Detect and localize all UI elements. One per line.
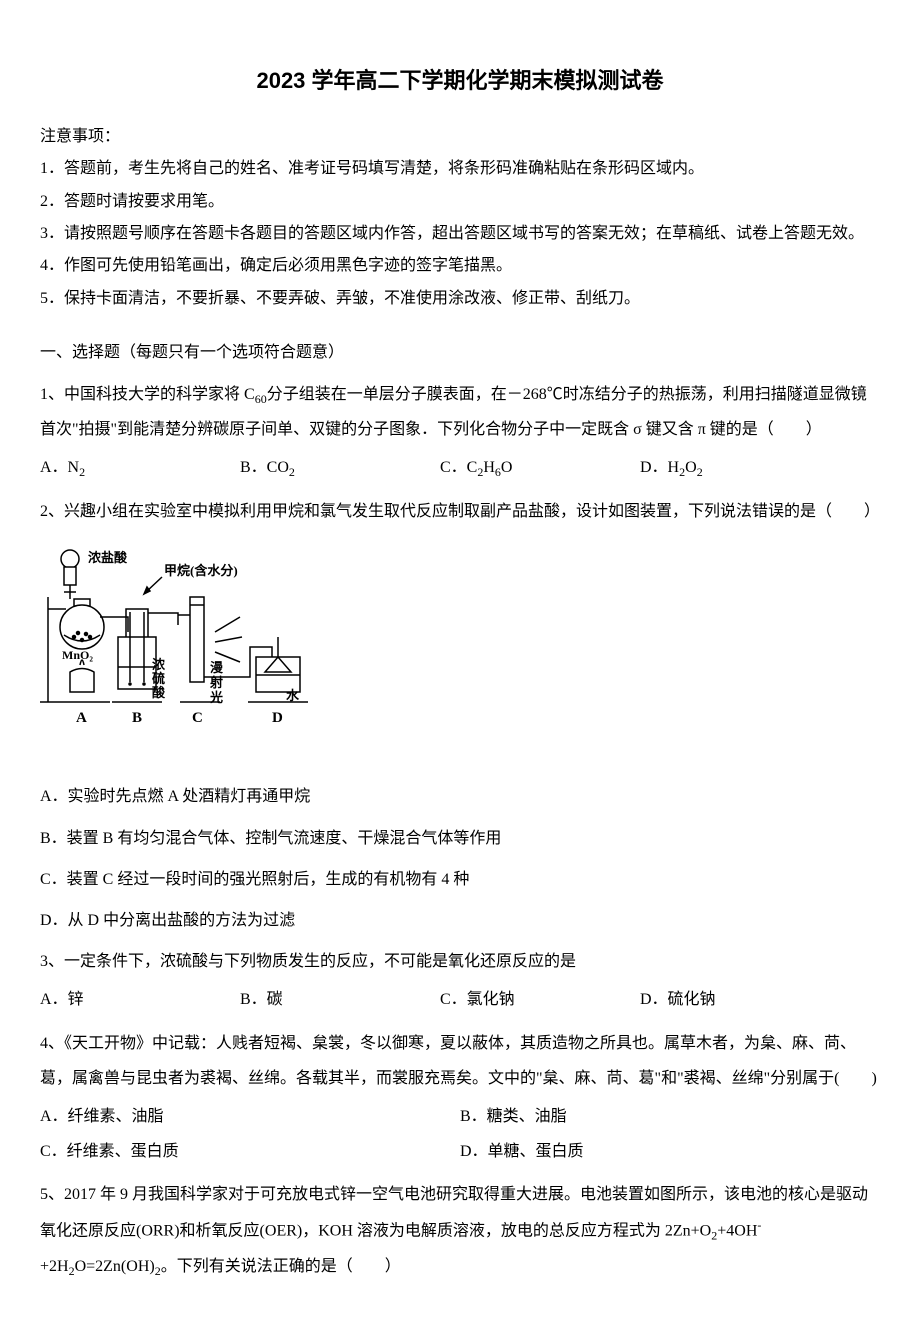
label-C: C [192, 710, 203, 726]
section-1-header: 一、选择题（每题只有一个选项符合题意） [40, 338, 880, 368]
label-light-1: 漫 [210, 660, 223, 675]
page-title: 2023 学年高二下学期化学期末模拟测试卷 [40, 60, 880, 102]
q4-option-a: A．纤维素、油脂 [40, 1102, 460, 1132]
q5-text-5: 。下列有关说法正确的是（ ） [161, 1258, 401, 1275]
q1-opt-d-sub2: 2 [697, 465, 703, 479]
label-mno2: MnO₂ [62, 648, 93, 662]
q1-sub-1: 60 [255, 392, 267, 406]
notice-item-4: 4．作图可先使用铅笔画出，确定后必须用黑色字迹的签字笔描黑。 [40, 251, 880, 281]
q3-option-a: A．锌 [40, 985, 240, 1015]
question-1-options: A．N2 B．CO2 C．C2H6O D．H2O2 [40, 453, 880, 484]
q2-option-b: B．装置 B 有均匀混合气体、控制气流速度、干燥混合气体等作用 [40, 821, 880, 856]
q3-option-d: D．硫化钠 [640, 985, 840, 1015]
label-hcl: 浓盐酸 [88, 550, 128, 565]
question-4-options: A．纤维素、油脂 B．糖类、油脂 C．纤维素、蛋白质 D．单糖、蛋白质 [40, 1102, 880, 1171]
question-5: 5、2017 年 9 月我国科学家对于可充放电式锌一空气电池研究取得重大进展。电… [40, 1177, 880, 1285]
label-h2so4-1: 浓 [152, 657, 166, 672]
q1-text-1: 1、中国科技大学的科学家将 C [40, 386, 255, 403]
q4-option-c: C．纤维素、蛋白质 [40, 1137, 460, 1167]
notice-header: 注意事项： [40, 122, 880, 152]
label-D: D [272, 710, 283, 726]
q1-option-d: D．H2O2 [640, 453, 840, 484]
q3-option-c: C．氯化钠 [440, 985, 640, 1015]
notice-item-3: 3．请按照题号顺序在答题卡各题目的答题区域内作答，超出答题区域书写的答案无效；在… [40, 219, 880, 249]
label-B: B [132, 710, 142, 726]
q5-text-4: O=2Zn(OH) [75, 1258, 155, 1275]
q1-option-c: C．C2H6O [440, 453, 640, 484]
q1-option-b: B．CO2 [240, 453, 440, 484]
q1-opt-a-label: A．N [40, 459, 79, 476]
q5-text-2: +4OH [717, 1222, 757, 1239]
q1-opt-b-sub: 2 [289, 465, 295, 479]
label-h2so4-2: 硫 [152, 671, 165, 686]
q1-opt-a-sub: 2 [79, 465, 85, 479]
q1-opt-b-label: B．CO [240, 459, 289, 476]
apparatus-diagram: 浓盐酸 甲烷(含水分) MnO₂ 浓 硫 酸 漫 射 光 水 A B C D [40, 537, 320, 767]
q2-option-c: C．装置 C 经过一段时间的强光照射后，生成的有机物有 4 种 [40, 862, 880, 897]
q4-option-b: B．糖类、油脂 [460, 1102, 880, 1132]
q1-opt-d-mid: O [685, 459, 697, 476]
q5-sup-1: - [757, 1218, 761, 1232]
notice-item-5: 5．保持卡面清洁，不要折暴、不要弄破、弄皱，不准使用涂改液、修正带、刮纸刀。 [40, 284, 880, 314]
label-water: 水 [286, 688, 300, 703]
q5-text-3: +2H [40, 1258, 69, 1275]
q1-opt-c-end: O [501, 459, 513, 476]
q2-option-d: D．从 D 中分离出盐酸的方法为过滤 [40, 903, 880, 938]
q1-opt-c-label: C．C [440, 459, 477, 476]
label-h2so4-3: 酸 [152, 685, 166, 700]
q4-option-d: D．单糖、蛋白质 [460, 1137, 880, 1167]
question-4: 4、《天工开物》中记载：人贱者短褐、枲裳，冬以御寒，夏以蔽体，其质造物之所具也。… [40, 1026, 880, 1096]
q3-option-b: B．碳 [240, 985, 440, 1015]
q2-figure: 浓盐酸 甲烷(含水分) MnO₂ 浓 硫 酸 漫 射 光 水 A B C D [40, 537, 880, 767]
notice-item-1: 1．答题前，考生先将自己的姓名、准考证号码填写清楚，将条形码准确粘贴在条形码区域… [40, 154, 880, 184]
label-light-2: 射 [209, 675, 223, 690]
question-2: 2、兴趣小组在实验室中模拟利用甲烷和氯气发生取代反应制取副产品盐酸，设计如图装置… [40, 494, 880, 529]
notice-item-2: 2．答题时请按要求用笔。 [40, 187, 880, 217]
question-3-options: A．锌 B．碳 C．氯化钠 D．硫化钠 [40, 985, 880, 1015]
label-light-3: 光 [209, 690, 223, 705]
q2-option-a: A．实验时先点燃 A 处酒精灯再通甲烷 [40, 779, 880, 814]
q1-opt-c-mid: H [483, 459, 495, 476]
question-3: 3、一定条件下，浓硫酸与下列物质发生的反应，不可能是氧化还原反应的是 [40, 944, 880, 979]
q1-option-a: A．N2 [40, 453, 240, 484]
label-ch4: 甲烷(含水分) [164, 563, 238, 578]
question-1: 1、中国科技大学的科学家将 C60分子组装在一单层分子膜表面，在－268℃时冻结… [40, 377, 880, 448]
q1-opt-d-label: D．H [640, 459, 679, 476]
label-A: A [76, 710, 87, 726]
